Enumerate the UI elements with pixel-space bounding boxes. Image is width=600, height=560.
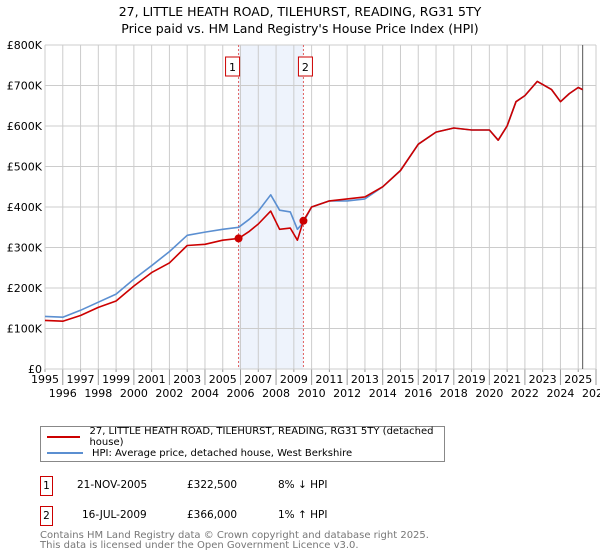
- x-tick-label: 2026: [582, 387, 600, 400]
- sale-point: [299, 216, 308, 225]
- transaction-marker: 1: [40, 476, 53, 496]
- legend-label-hpi: HPI: Average price, detached house, West…: [92, 447, 353, 459]
- legend-swatch-hpi: [47, 452, 83, 454]
- y-tick-label: £700K: [7, 80, 43, 93]
- sale-label-box: [297, 56, 313, 77]
- y-tick-label: £0: [28, 363, 42, 376]
- sale-label-box: [225, 56, 241, 77]
- x-tick-label: 2001: [138, 373, 166, 386]
- property-price-line: [44, 80, 584, 322]
- x-tick-label: 2019: [458, 373, 486, 386]
- x-tick-label: 2002: [155, 387, 183, 400]
- x-tick-label: 2025: [564, 373, 592, 386]
- x-tick-label: 2006: [227, 387, 255, 400]
- x-tick-label: 2000: [120, 387, 148, 400]
- sale-label: 1: [229, 61, 236, 74]
- x-tick-label: 1995: [31, 373, 59, 386]
- footer-licence: This data is licensed under the Open Gov…: [40, 540, 359, 551]
- x-tick-label: 2024: [546, 387, 574, 400]
- hpi-line: [44, 80, 584, 318]
- y-tick-label: £100K: [7, 323, 43, 336]
- y-tick-label: £400K: [7, 201, 43, 214]
- x-tick-label: 2016: [404, 387, 432, 400]
- transaction-hpi: 1% ↑ HPI: [278, 509, 328, 521]
- x-tick-label: 2003: [173, 373, 201, 386]
- transaction-hpi: 8% ↓ HPI: [278, 479, 328, 491]
- x-tick-label: 2017: [422, 373, 450, 386]
- x-tick-label: 2007: [244, 373, 272, 386]
- x-tick-label: 2021: [493, 373, 521, 386]
- x-tick-label: 2008: [262, 387, 290, 400]
- price-chart: 1995199619971998199920002001200220032004…: [7, 39, 600, 400]
- x-tick-label: 2023: [529, 373, 557, 386]
- x-tick-label: 2012: [333, 387, 361, 400]
- transaction-price: £322,500: [187, 479, 238, 491]
- x-tick-label: 2005: [209, 373, 237, 386]
- y-tick-label: £300K: [7, 242, 43, 255]
- x-tick-label: 2013: [351, 373, 379, 386]
- x-tick-label: 2011: [315, 373, 343, 386]
- x-tick-label: 2015: [386, 373, 414, 386]
- x-tick-label: 2010: [298, 387, 326, 400]
- legend-swatch-property: [47, 436, 81, 438]
- y-tick-label: £500K: [7, 161, 43, 174]
- sale-point: [234, 234, 243, 243]
- x-tick-label: 2004: [191, 387, 219, 400]
- x-tick-label: 2009: [280, 373, 308, 386]
- legend-item-property: 27, LITTLE HEATH ROAD, TILEHURST, READIN…: [47, 426, 444, 448]
- transaction-marker: 2: [40, 506, 53, 526]
- y-tick-label: £800K: [7, 39, 43, 52]
- x-tick-label: 1999: [102, 373, 130, 386]
- transaction-date: 16-JUL-2009: [82, 509, 147, 521]
- chart-subtitle: Price paid vs. HM Land Registry's House …: [121, 21, 479, 36]
- sale-label: 2: [302, 61, 309, 74]
- x-tick-label: 1998: [84, 387, 112, 400]
- y-tick-label: £200K: [7, 282, 43, 295]
- chart-title: 27, LITTLE HEATH ROAD, TILEHURST, READIN…: [118, 4, 482, 19]
- legend: 27, LITTLE HEATH ROAD, TILEHURST, READIN…: [40, 426, 445, 462]
- legend-item-hpi: HPI: Average price, detached house, West…: [47, 446, 352, 460]
- legend-label-property: 27, LITTLE HEATH ROAD, TILEHURST, READIN…: [89, 426, 434, 448]
- x-tick-label: 2022: [511, 387, 539, 400]
- x-tick-label: 2014: [369, 387, 397, 400]
- x-tick-label: 2020: [475, 387, 503, 400]
- y-tick-label: £600K: [7, 120, 43, 133]
- footer: Contains HM Land Registry data © Crown c…: [40, 531, 429, 551]
- footer-copyright: Contains HM Land Registry data © Crown c…: [40, 530, 429, 541]
- x-tick-label: 1996: [49, 387, 77, 400]
- transaction-date: 21-NOV-2005: [77, 479, 148, 491]
- x-tick-label: 2018: [440, 387, 468, 400]
- transaction-price: £366,000: [187, 509, 238, 521]
- x-tick-label: 1997: [67, 373, 95, 386]
